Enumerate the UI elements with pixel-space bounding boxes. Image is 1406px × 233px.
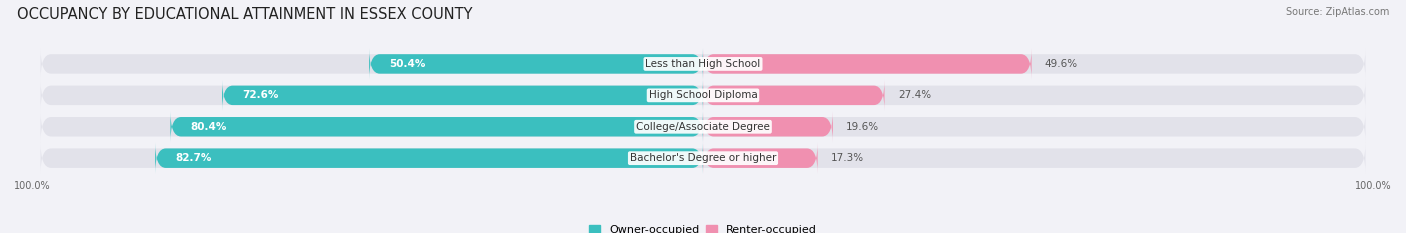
Text: 100.0%: 100.0% [14,181,51,191]
FancyBboxPatch shape [155,143,703,174]
FancyBboxPatch shape [41,48,1365,79]
Text: Source: ZipAtlas.com: Source: ZipAtlas.com [1285,7,1389,17]
Text: OCCUPANCY BY EDUCATIONAL ATTAINMENT IN ESSEX COUNTY: OCCUPANCY BY EDUCATIONAL ATTAINMENT IN E… [17,7,472,22]
Text: Bachelor's Degree or higher: Bachelor's Degree or higher [630,153,776,163]
Text: 72.6%: 72.6% [242,90,278,100]
Text: College/Associate Degree: College/Associate Degree [636,122,770,132]
Text: Less than High School: Less than High School [645,59,761,69]
Text: 17.3%: 17.3% [831,153,863,163]
FancyBboxPatch shape [370,48,703,79]
FancyBboxPatch shape [703,48,1032,79]
FancyBboxPatch shape [222,80,703,111]
Text: 19.6%: 19.6% [846,122,879,132]
FancyBboxPatch shape [703,143,818,174]
Text: 82.7%: 82.7% [174,153,211,163]
Text: 49.6%: 49.6% [1045,59,1078,69]
FancyBboxPatch shape [41,80,1365,111]
Text: 50.4%: 50.4% [389,59,426,69]
FancyBboxPatch shape [170,111,703,142]
Legend: Owner-occupied, Renter-occupied: Owner-occupied, Renter-occupied [585,220,821,233]
Text: 100.0%: 100.0% [1355,181,1392,191]
FancyBboxPatch shape [41,143,1365,174]
Text: 80.4%: 80.4% [190,122,226,132]
Text: 27.4%: 27.4% [898,90,931,100]
FancyBboxPatch shape [703,111,832,142]
FancyBboxPatch shape [703,80,884,111]
FancyBboxPatch shape [41,111,1365,142]
Text: High School Diploma: High School Diploma [648,90,758,100]
